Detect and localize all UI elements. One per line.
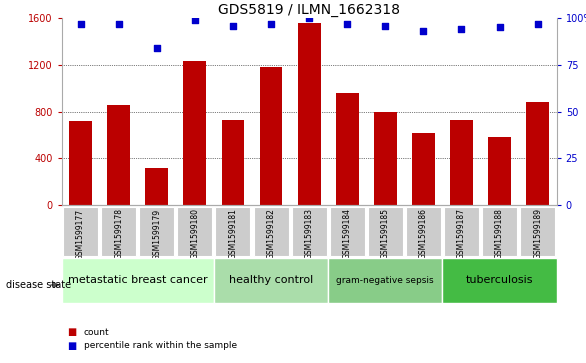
Text: GSM1599178: GSM1599178 xyxy=(114,208,123,260)
Bar xyxy=(254,207,288,256)
Bar xyxy=(62,258,214,303)
Text: disease state: disease state xyxy=(6,280,71,290)
Point xyxy=(305,15,314,21)
Text: percentile rank within the sample: percentile rank within the sample xyxy=(84,341,237,350)
Bar xyxy=(412,132,435,205)
Bar xyxy=(368,207,403,256)
Text: GSM1599189: GSM1599189 xyxy=(533,208,542,260)
Bar xyxy=(101,207,136,256)
Point xyxy=(152,45,162,51)
Point xyxy=(190,17,199,23)
Bar xyxy=(374,112,397,205)
Bar xyxy=(336,93,359,205)
Text: metastatic breast cancer: metastatic breast cancer xyxy=(68,276,207,285)
Title: GDS5819 / ILMN_1662318: GDS5819 / ILMN_1662318 xyxy=(218,3,400,17)
Text: GSM1599182: GSM1599182 xyxy=(267,208,275,259)
Point xyxy=(76,21,86,26)
Text: GSM1599183: GSM1599183 xyxy=(305,208,314,260)
Text: GSM1599179: GSM1599179 xyxy=(152,208,161,260)
Point xyxy=(114,21,123,26)
Point xyxy=(266,21,275,26)
Bar xyxy=(69,121,92,205)
Text: GSM1599181: GSM1599181 xyxy=(229,208,237,259)
Text: GSM1599180: GSM1599180 xyxy=(190,208,199,260)
Text: healthy control: healthy control xyxy=(229,276,313,285)
Text: count: count xyxy=(84,328,110,337)
Text: gram-negative sepsis: gram-negative sepsis xyxy=(336,276,434,285)
Bar xyxy=(145,168,168,205)
Text: GSM1599186: GSM1599186 xyxy=(419,208,428,260)
Bar xyxy=(450,120,473,205)
Bar xyxy=(292,207,326,256)
Text: GSM1599188: GSM1599188 xyxy=(495,208,504,259)
Bar xyxy=(139,207,174,256)
Text: GSM1599185: GSM1599185 xyxy=(381,208,390,260)
Point xyxy=(342,21,352,26)
Bar xyxy=(526,102,549,205)
Bar xyxy=(482,207,517,256)
Bar xyxy=(107,105,130,205)
Bar xyxy=(63,207,98,256)
Text: ■: ■ xyxy=(67,327,77,337)
Bar xyxy=(442,258,557,303)
Text: tuberculosis: tuberculosis xyxy=(466,276,533,285)
Bar xyxy=(216,207,250,256)
Bar xyxy=(260,67,282,205)
Text: GSM1599177: GSM1599177 xyxy=(76,208,85,260)
Bar xyxy=(444,207,479,256)
Bar xyxy=(330,207,364,256)
Bar xyxy=(520,207,555,256)
Point xyxy=(418,28,428,34)
Text: GSM1599187: GSM1599187 xyxy=(457,208,466,260)
Bar xyxy=(214,258,328,303)
Bar xyxy=(222,120,244,205)
Point xyxy=(229,23,238,29)
Text: ■: ■ xyxy=(67,340,77,351)
Bar xyxy=(328,258,442,303)
Bar xyxy=(178,207,212,256)
Bar xyxy=(406,207,441,256)
Point xyxy=(533,21,543,26)
Point xyxy=(457,26,466,32)
Text: GSM1599184: GSM1599184 xyxy=(343,208,352,260)
Bar xyxy=(183,61,206,205)
Point xyxy=(495,25,504,30)
Bar xyxy=(298,23,321,205)
Bar xyxy=(488,137,511,205)
Point xyxy=(381,23,390,29)
